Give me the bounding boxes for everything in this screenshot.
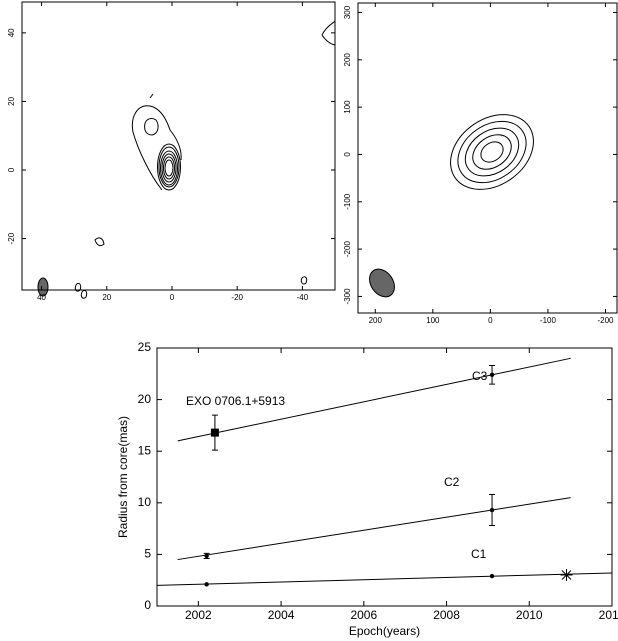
y-tick-label: 10 (138, 495, 152, 509)
x-tick-label: 20 (102, 293, 111, 302)
beam (364, 264, 399, 301)
marker (490, 373, 494, 377)
x-tick-label: 2002 (185, 608, 212, 622)
contour (75, 283, 86, 298)
series-label: C1 (471, 547, 487, 561)
contour (162, 154, 176, 182)
y-tick-label: 0 (7, 167, 16, 172)
y-tick-label: -20 (7, 232, 16, 244)
contour (456, 118, 528, 186)
x-tick-label: 200 (369, 316, 383, 325)
y-tick-label: 100 (343, 100, 352, 114)
y-tick-label: 40 (7, 28, 16, 37)
y-tick-label: 20 (138, 392, 152, 406)
contour (301, 277, 306, 284)
y-tick-label: -300 (343, 288, 352, 305)
contours-left (38, 21, 335, 298)
y-axis-label: Radius from core(mas) (116, 416, 130, 538)
contour (466, 128, 518, 177)
x-tick-label: -40 (297, 293, 309, 302)
marker (211, 429, 219, 437)
annotation: EXO 0706.1+5913 (186, 394, 285, 408)
series-label: C2 (444, 475, 460, 489)
fit-line (178, 498, 571, 560)
x-tick-label: 100 (426, 316, 440, 325)
y-tick-label: 300 (343, 5, 352, 19)
marker (490, 574, 494, 578)
plot-frame (157, 348, 612, 606)
y-tick-label: 0 (144, 598, 151, 612)
fit-line (157, 573, 612, 585)
contours-right (436, 99, 548, 205)
x-tick-label: 2004 (268, 608, 295, 622)
y-tick-label: 15 (138, 443, 152, 457)
x-tick-label: -100 (540, 316, 557, 325)
contour (145, 118, 158, 135)
contour (95, 238, 104, 246)
contour (436, 99, 548, 205)
x-axis-label: Epoch(years) (349, 624, 420, 638)
y-tick-label: 25 (138, 340, 152, 354)
x-tick-label: 40 (37, 293, 46, 302)
contour (446, 109, 538, 196)
series-label: C3 (472, 369, 488, 383)
plot-frame (358, 3, 617, 313)
contour (165, 160, 173, 176)
y-tick-label: -100 (343, 193, 352, 210)
y-tick-label: -200 (343, 241, 352, 258)
plot-frame (22, 2, 335, 290)
marker (490, 508, 494, 512)
x-tick-label: 0 (170, 293, 175, 302)
x-tick-label: 2008 (433, 608, 460, 622)
figure: 40200-20-40-20020402001000-100-200-300-2… (0, 0, 618, 641)
contour (477, 138, 507, 167)
y-tick-label: 20 (7, 96, 16, 105)
marker (204, 582, 208, 586)
x-tick-label: 0 (488, 316, 493, 325)
x-tick-label: -20 (231, 293, 243, 302)
y-tick-label: 5 (144, 547, 151, 561)
x-tick-label: -200 (597, 316, 614, 325)
x-tick-label: 2006 (350, 608, 377, 622)
y-tick-label: 0 (343, 152, 352, 157)
x-tick-label: 2010 (516, 608, 543, 622)
marker (561, 569, 573, 581)
contour (150, 94, 153, 98)
marker (204, 554, 208, 558)
y-tick-label: 200 (343, 53, 352, 67)
x-tick-label: 2012 (599, 608, 618, 622)
